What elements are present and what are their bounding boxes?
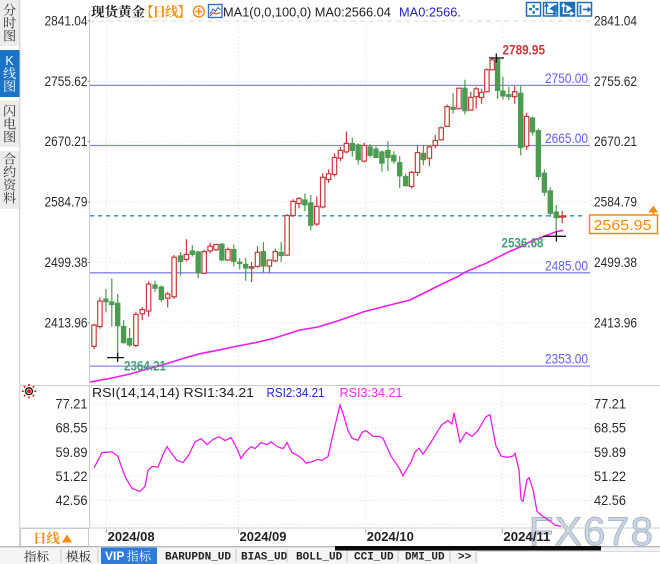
svg-text:2499.38: 2499.38 — [594, 255, 637, 270]
svg-text:77.21: 77.21 — [56, 397, 88, 412]
svg-text:BARUPDN_UD: BARUPDN_UD — [165, 552, 231, 564]
svg-text:2789.95: 2789.95 — [503, 43, 546, 58]
svg-text:MA1(0,0,100,0) MA0:2566.04: MA1(0,0,100,0) MA0:2566.04 — [223, 5, 391, 20]
svg-text:2485.00: 2485.00 — [545, 258, 588, 273]
svg-text:RSI2:34.21: RSI2:34.21 — [267, 385, 325, 400]
svg-text:2755.62: 2755.62 — [594, 74, 637, 89]
svg-text:2584.79: 2584.79 — [45, 195, 88, 210]
svg-text:2665.00: 2665.00 — [545, 131, 588, 146]
svg-text:RSI(14,14,14) RSI1:34.21: RSI(14,14,14) RSI1:34.21 — [92, 385, 254, 400]
svg-text:51.22: 51.22 — [594, 469, 626, 484]
svg-text:68.55: 68.55 — [594, 421, 626, 436]
svg-text:2413.96: 2413.96 — [594, 315, 637, 330]
svg-text:2670.21: 2670.21 — [45, 134, 88, 149]
svg-text:59.89: 59.89 — [56, 445, 88, 460]
svg-text:2536.68: 2536.68 — [502, 236, 544, 251]
svg-text:2565.95: 2565.95 — [594, 218, 652, 234]
svg-text:2364.21: 2364.21 — [124, 359, 166, 374]
svg-text:42.56: 42.56 — [56, 493, 88, 508]
svg-text:2499.38: 2499.38 — [45, 255, 88, 270]
svg-text:77.21: 77.21 — [594, 397, 626, 412]
svg-text:68.55: 68.55 — [56, 421, 88, 436]
svg-text:RSI3:34.21: RSI3:34.21 — [340, 385, 403, 400]
svg-text:K: K — [5, 54, 14, 68]
svg-text:2584.79: 2584.79 — [594, 195, 637, 210]
svg-text:BIAS_UD: BIAS_UD — [241, 552, 288, 564]
svg-text:51.22: 51.22 — [56, 469, 88, 484]
svg-text:BOLL_UD: BOLL_UD — [296, 552, 343, 564]
svg-text:VIP: VIP — [105, 549, 124, 563]
svg-text:DMI_UD: DMI_UD — [405, 552, 445, 564]
svg-text:59.89: 59.89 — [594, 445, 626, 460]
svg-text:2024/10: 2024/10 — [367, 530, 414, 544]
svg-text:CCI_UD: CCI_UD — [354, 552, 394, 564]
svg-text:MA0:2566.: MA0:2566. — [399, 5, 461, 20]
svg-text:2841.04: 2841.04 — [45, 13, 88, 28]
svg-text:2024/11: 2024/11 — [503, 530, 550, 544]
svg-text:2750.00: 2750.00 — [545, 71, 588, 86]
svg-text:42.56: 42.56 — [594, 493, 626, 508]
svg-text:2413.96: 2413.96 — [45, 315, 88, 330]
svg-text:2024/09: 2024/09 — [240, 530, 287, 544]
svg-text:2841.04: 2841.04 — [594, 13, 637, 28]
svg-text:2353.00: 2353.00 — [545, 352, 588, 367]
svg-text:2670.21: 2670.21 — [594, 134, 637, 149]
svg-text:2755.62: 2755.62 — [45, 74, 88, 89]
svg-text:2024/08: 2024/08 — [108, 530, 155, 544]
svg-text:>>: >> — [458, 552, 472, 564]
